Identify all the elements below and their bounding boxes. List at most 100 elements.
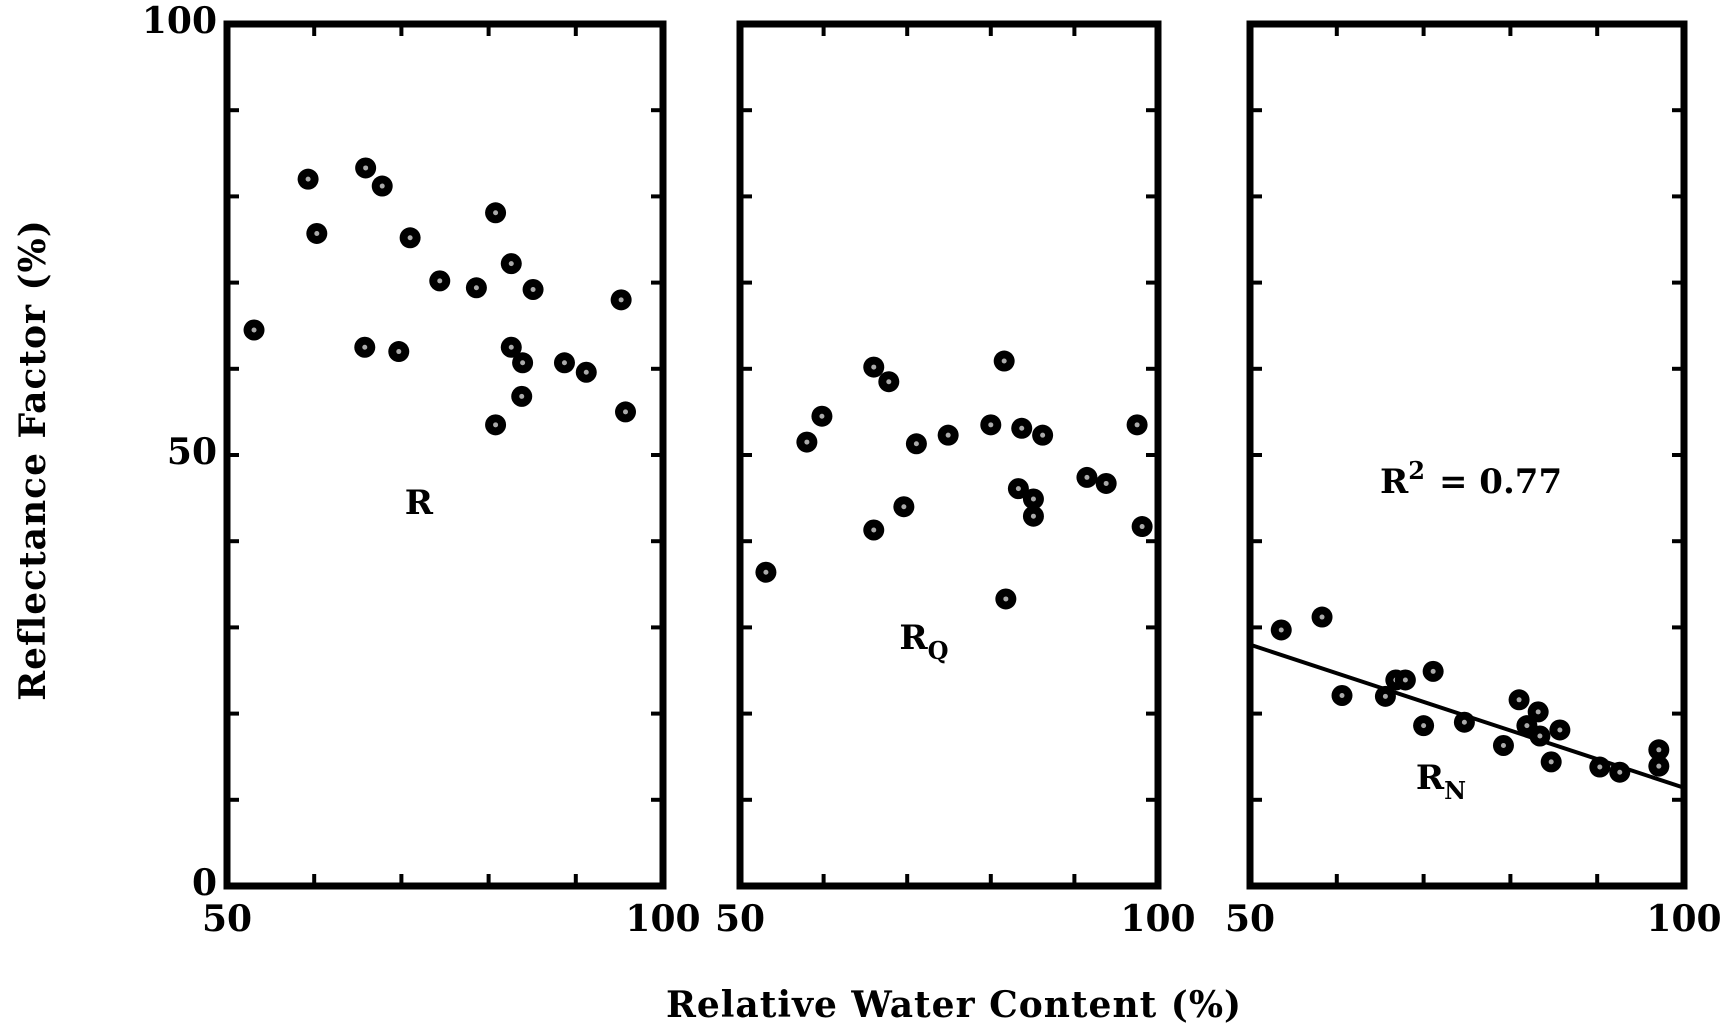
x-tick-label: 100	[625, 898, 700, 940]
point	[1508, 689, 1530, 711]
x-axis-label: Relative Water Content (%)	[666, 984, 1242, 1026]
point	[1492, 734, 1514, 756]
point-highlight	[1134, 422, 1140, 428]
point-highlight	[988, 422, 994, 428]
plot-frame	[736, 20, 1162, 890]
point	[354, 336, 376, 358]
point-highlight	[305, 176, 311, 182]
point-highlight	[437, 278, 443, 284]
point-highlight	[520, 360, 526, 366]
x-tick-label: 50	[715, 898, 765, 940]
point-highlight	[886, 379, 892, 385]
point	[575, 361, 597, 383]
annotation: R2 = 0.77	[1380, 456, 1562, 503]
point	[1331, 684, 1353, 706]
panel-label-base: R	[1416, 758, 1445, 798]
point	[1022, 505, 1044, 527]
point-highlight	[1040, 432, 1046, 438]
point-highlight	[379, 183, 385, 189]
point	[796, 431, 818, 453]
point	[1648, 739, 1670, 761]
point	[399, 227, 421, 249]
panel-label-sub: N	[1444, 776, 1466, 805]
panel-label-base: R	[899, 618, 928, 658]
y-axis-label: Reflectance Factor (%)	[12, 219, 54, 701]
point-highlight	[804, 439, 810, 445]
point-highlight	[1421, 723, 1427, 729]
point-highlight	[871, 364, 877, 370]
point-highlight	[396, 349, 402, 355]
point	[500, 336, 522, 358]
point-highlight	[945, 432, 951, 438]
point	[937, 424, 959, 446]
point-highlight	[1278, 627, 1284, 633]
annotation-sup: 2	[1408, 456, 1425, 485]
y-tick-label: 50	[167, 431, 217, 473]
point-highlight	[1001, 358, 1007, 364]
point	[980, 414, 1002, 436]
point	[878, 371, 900, 393]
point-highlight	[623, 409, 629, 415]
point-highlight	[1319, 614, 1325, 620]
point-highlight	[1103, 480, 1109, 486]
point	[522, 278, 544, 300]
point	[1270, 619, 1292, 641]
point	[1095, 472, 1117, 494]
point-highlight	[493, 422, 499, 428]
panel-label-sub: Q	[928, 636, 949, 665]
point	[1413, 715, 1435, 737]
point	[1589, 756, 1611, 778]
panel-label: RN	[1416, 758, 1466, 805]
plot-frame	[1246, 20, 1688, 890]
point	[1032, 424, 1054, 446]
point-highlight	[314, 230, 320, 236]
point	[1131, 516, 1153, 538]
point	[1076, 466, 1098, 488]
point-highlight	[1516, 697, 1522, 703]
point	[1394, 669, 1416, 691]
annotation-base: R	[1380, 462, 1409, 502]
point-highlight	[530, 286, 536, 292]
point-highlight	[493, 210, 499, 216]
point	[893, 496, 915, 518]
point-highlight	[1656, 763, 1662, 769]
point-highlight	[1537, 733, 1543, 739]
x-tick-label: 100	[1646, 898, 1721, 940]
x-tick-label: 100	[1120, 898, 1195, 940]
point-highlight	[508, 261, 514, 267]
point	[1648, 755, 1670, 777]
point	[1422, 660, 1444, 682]
point-highlight	[1524, 723, 1530, 729]
point	[1529, 725, 1551, 747]
point-highlight	[1500, 742, 1506, 748]
point-highlight	[407, 235, 413, 241]
point-highlight	[1535, 709, 1541, 715]
y-tick-label: 0	[192, 862, 217, 904]
point	[1022, 488, 1044, 510]
point-highlight	[1084, 474, 1090, 480]
x-tick-label: 50	[202, 898, 252, 940]
point-highlight	[819, 413, 825, 419]
point-highlight	[1030, 513, 1036, 519]
point-highlight	[913, 441, 919, 447]
point	[1007, 478, 1029, 500]
point-highlight	[561, 360, 567, 366]
point	[1453, 711, 1475, 733]
point	[993, 350, 1015, 372]
point-highlight	[1019, 425, 1025, 431]
point	[388, 341, 410, 363]
point	[306, 222, 328, 244]
point	[500, 253, 522, 275]
point	[553, 352, 575, 374]
point-highlight	[1548, 759, 1554, 765]
point	[755, 561, 777, 583]
point-highlight	[871, 527, 877, 533]
point	[485, 414, 507, 436]
point-highlight	[1461, 719, 1467, 725]
point	[1609, 761, 1631, 783]
panel-label: R	[405, 483, 434, 523]
annotation-text: = 0.77	[1439, 462, 1562, 502]
point-highlight	[1597, 764, 1603, 770]
point-highlight	[1339, 692, 1345, 698]
